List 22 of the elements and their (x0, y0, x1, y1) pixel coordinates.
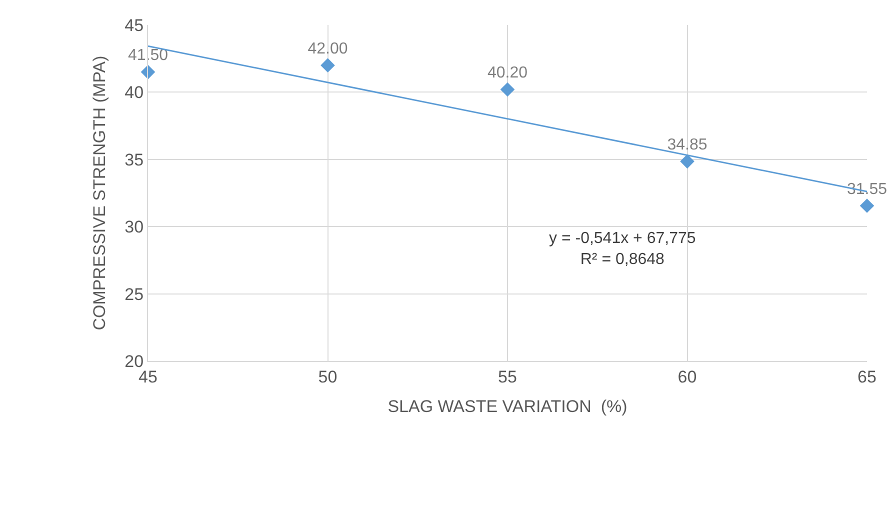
data-label: 31.55 (846, 180, 888, 198)
x-tick-label: 65 (858, 367, 876, 386)
y-tick-label: 30 (124, 218, 144, 237)
point (320, 58, 335, 72)
y-tick-label: 25 (124, 284, 144, 304)
data-label: 34.85 (667, 136, 708, 154)
y-axis-title: COMPRESSIVE STRENGTH (MPA) (90, 56, 110, 330)
point (680, 154, 694, 169)
point (500, 82, 515, 97)
x-tick-label: 55 (498, 367, 517, 386)
x-tick-label: 50 (318, 367, 338, 386)
x-tick-label: 60 (678, 367, 697, 386)
data-label: 41.50 (128, 47, 168, 64)
annotation: R² = 0,8648 (580, 250, 665, 268)
annotation: y = -0,541x + 67,775 (549, 230, 696, 247)
data-label: 42.00 (308, 40, 348, 58)
y-tick-label: 35 (124, 150, 144, 170)
y-tick-label: 45 (124, 16, 144, 35)
data-label: 40.20 (487, 64, 528, 82)
y-tick-label: 40 (124, 83, 144, 102)
point (860, 198, 874, 213)
x-axis-title: SLAG WASTE VARIATION (%) (388, 396, 628, 416)
